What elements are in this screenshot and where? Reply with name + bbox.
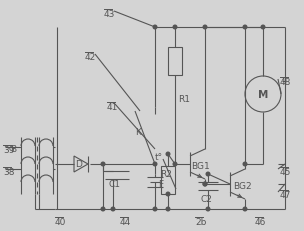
Circle shape bbox=[166, 207, 170, 211]
Circle shape bbox=[101, 207, 105, 211]
Text: D: D bbox=[75, 159, 82, 168]
Circle shape bbox=[203, 26, 207, 30]
Text: C2: C2 bbox=[200, 194, 212, 203]
Text: C1: C1 bbox=[108, 179, 120, 188]
Circle shape bbox=[206, 173, 210, 176]
Bar bbox=[168, 48, 182, 76]
Text: 48: 48 bbox=[280, 78, 291, 87]
Circle shape bbox=[203, 182, 207, 186]
Text: 40: 40 bbox=[55, 217, 66, 226]
Circle shape bbox=[203, 182, 207, 186]
Text: 38: 38 bbox=[3, 167, 15, 176]
Circle shape bbox=[166, 152, 170, 156]
Circle shape bbox=[153, 26, 157, 30]
Circle shape bbox=[243, 26, 247, 30]
Text: K: K bbox=[135, 128, 141, 137]
Circle shape bbox=[166, 192, 170, 196]
Bar bbox=[161, 166, 175, 194]
Text: R2: R2 bbox=[160, 169, 172, 178]
Circle shape bbox=[173, 162, 177, 166]
Text: 43: 43 bbox=[104, 10, 116, 19]
Text: 2b: 2b bbox=[195, 217, 206, 226]
Circle shape bbox=[206, 207, 210, 211]
Text: 42: 42 bbox=[85, 53, 96, 62]
Text: 39: 39 bbox=[3, 145, 15, 154]
Text: BG2: BG2 bbox=[233, 181, 252, 190]
Circle shape bbox=[101, 162, 105, 166]
Text: 47: 47 bbox=[280, 190, 291, 199]
Text: 46: 46 bbox=[255, 217, 266, 226]
Text: B: B bbox=[10, 144, 16, 153]
Circle shape bbox=[153, 162, 157, 166]
Text: t°: t° bbox=[155, 152, 163, 161]
Text: R1: R1 bbox=[178, 94, 190, 103]
Circle shape bbox=[243, 207, 247, 211]
Circle shape bbox=[173, 26, 177, 30]
Circle shape bbox=[153, 207, 157, 211]
Text: 44: 44 bbox=[120, 217, 131, 226]
Circle shape bbox=[261, 26, 265, 30]
Text: F: F bbox=[158, 179, 163, 188]
Text: 41: 41 bbox=[107, 103, 118, 112]
Text: M: M bbox=[258, 90, 268, 100]
Text: 45: 45 bbox=[280, 167, 291, 176]
Circle shape bbox=[111, 207, 115, 211]
Circle shape bbox=[243, 162, 247, 166]
Text: BG1: BG1 bbox=[191, 161, 210, 170]
